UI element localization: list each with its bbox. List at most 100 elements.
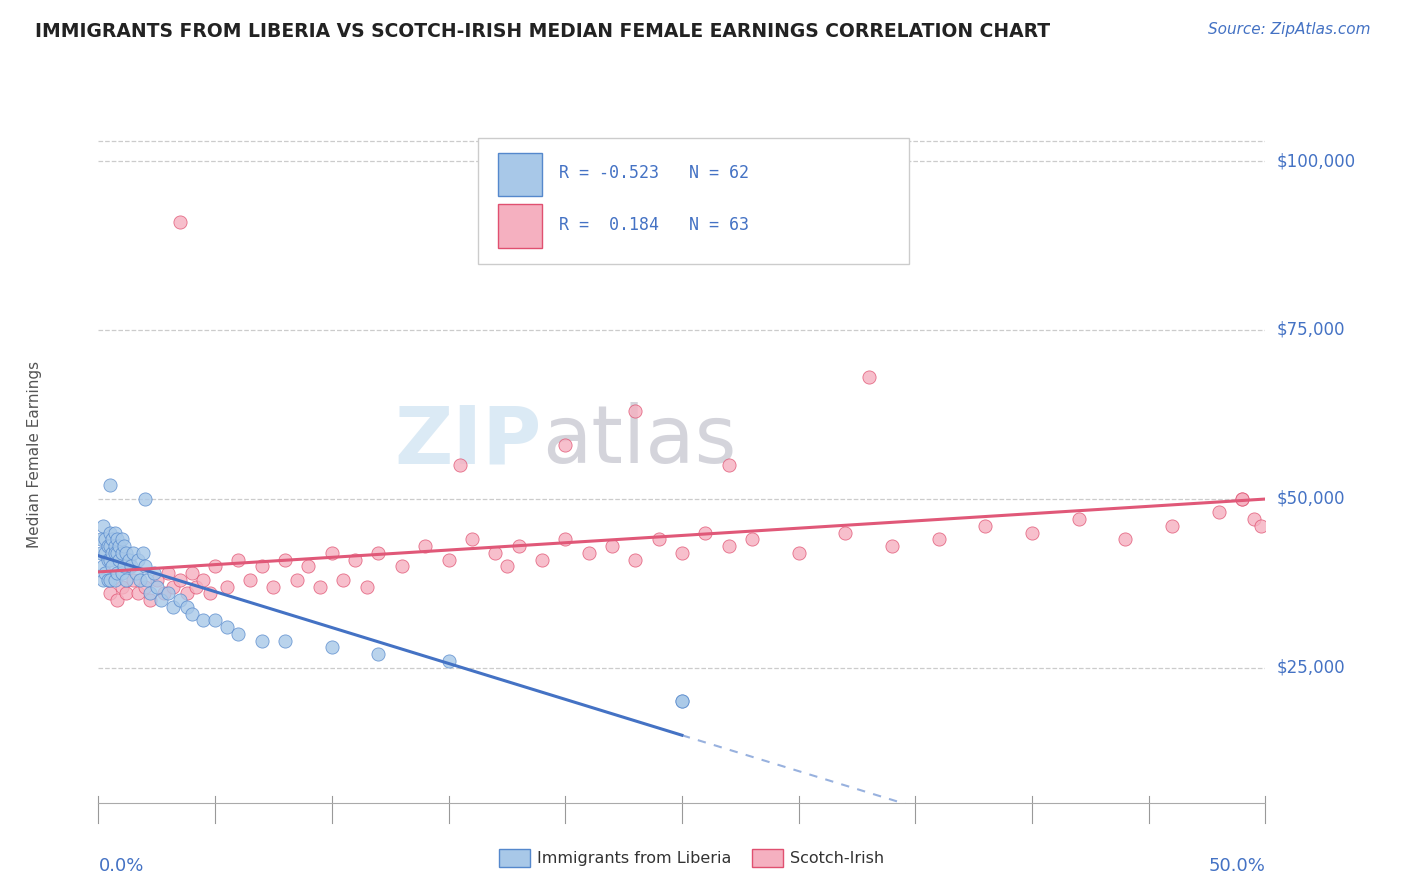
Point bbox=[139, 593, 162, 607]
Point bbox=[115, 573, 138, 587]
Point bbox=[695, 525, 717, 540]
Point bbox=[974, 519, 997, 533]
Point bbox=[150, 593, 173, 607]
FancyBboxPatch shape bbox=[498, 204, 541, 248]
Point bbox=[1250, 519, 1272, 533]
Point bbox=[1067, 512, 1090, 526]
Text: Median Female Earnings: Median Female Earnings bbox=[27, 361, 42, 549]
Point bbox=[228, 552, 250, 566]
Point bbox=[162, 599, 184, 614]
Text: Immigrants from Liberia: Immigrants from Liberia bbox=[537, 851, 731, 865]
Point bbox=[134, 559, 156, 574]
Point bbox=[112, 539, 135, 553]
Point bbox=[98, 539, 121, 553]
Point bbox=[134, 491, 156, 506]
Point bbox=[176, 599, 198, 614]
Point bbox=[344, 552, 367, 566]
Point bbox=[508, 539, 530, 553]
Point bbox=[413, 539, 436, 553]
Point bbox=[98, 552, 121, 566]
Point bbox=[105, 593, 128, 607]
Point bbox=[200, 586, 222, 600]
Point bbox=[274, 552, 297, 566]
Point bbox=[356, 580, 378, 594]
Point bbox=[1243, 512, 1265, 526]
Text: atlas: atlas bbox=[541, 402, 737, 480]
Point bbox=[90, 546, 112, 560]
Point bbox=[250, 633, 273, 648]
Point bbox=[122, 546, 145, 560]
Point bbox=[108, 552, 131, 566]
Point bbox=[146, 573, 169, 587]
Point bbox=[139, 586, 162, 600]
Point bbox=[717, 458, 740, 472]
Point bbox=[1208, 505, 1230, 519]
Point bbox=[321, 546, 343, 560]
FancyBboxPatch shape bbox=[498, 153, 541, 196]
Point bbox=[125, 566, 148, 581]
Point bbox=[1114, 533, 1136, 547]
Text: $50,000: $50,000 bbox=[1277, 490, 1346, 508]
Text: IMMIGRANTS FROM LIBERIA VS SCOTCH-IRISH MEDIAN FEMALE EARNINGS CORRELATION CHART: IMMIGRANTS FROM LIBERIA VS SCOTCH-IRISH … bbox=[35, 22, 1050, 41]
Point bbox=[554, 438, 576, 452]
Point bbox=[129, 573, 152, 587]
Point bbox=[449, 458, 471, 472]
Point bbox=[624, 404, 647, 418]
Point bbox=[104, 573, 127, 587]
Point bbox=[228, 627, 250, 641]
Point bbox=[169, 593, 191, 607]
Point bbox=[162, 580, 184, 594]
Point bbox=[104, 525, 127, 540]
Point bbox=[157, 566, 180, 581]
Point bbox=[91, 559, 114, 574]
Point bbox=[143, 566, 166, 581]
Point bbox=[250, 559, 273, 574]
Point bbox=[624, 552, 647, 566]
Point bbox=[169, 215, 191, 229]
Point bbox=[120, 559, 142, 574]
Point bbox=[134, 580, 156, 594]
Point bbox=[332, 573, 354, 587]
Point bbox=[391, 559, 413, 574]
Point bbox=[274, 633, 297, 648]
Point bbox=[132, 546, 155, 560]
Point bbox=[600, 539, 623, 553]
Point bbox=[118, 552, 141, 566]
Point bbox=[104, 539, 127, 553]
Point bbox=[111, 533, 134, 547]
Point bbox=[101, 559, 124, 574]
Point bbox=[104, 546, 127, 560]
Point bbox=[169, 573, 191, 587]
Point bbox=[176, 586, 198, 600]
Point bbox=[321, 640, 343, 655]
Point bbox=[146, 580, 169, 594]
Point bbox=[461, 533, 484, 547]
Text: R = -0.523   N = 62: R = -0.523 N = 62 bbox=[560, 164, 749, 182]
Point bbox=[578, 546, 600, 560]
Point bbox=[880, 539, 903, 553]
Text: $75,000: $75,000 bbox=[1277, 321, 1346, 339]
Point bbox=[717, 539, 740, 553]
Point bbox=[495, 559, 517, 574]
Point bbox=[186, 580, 208, 594]
Point bbox=[554, 533, 576, 547]
FancyBboxPatch shape bbox=[478, 138, 910, 263]
Point bbox=[94, 546, 117, 560]
Point bbox=[111, 566, 134, 581]
Point bbox=[671, 546, 693, 560]
Point bbox=[484, 546, 506, 560]
Point bbox=[111, 580, 134, 594]
Text: R =  0.184   N = 63: R = 0.184 N = 63 bbox=[560, 217, 749, 235]
Point bbox=[741, 533, 763, 547]
Point bbox=[98, 586, 121, 600]
Point bbox=[136, 573, 159, 587]
Point bbox=[858, 370, 880, 384]
Point bbox=[1230, 491, 1253, 506]
Point bbox=[98, 573, 121, 587]
Point bbox=[152, 586, 174, 600]
Point bbox=[239, 573, 262, 587]
Point bbox=[101, 546, 124, 560]
Point bbox=[1021, 525, 1043, 540]
Point bbox=[367, 546, 389, 560]
Text: $25,000: $25,000 bbox=[1277, 658, 1346, 677]
